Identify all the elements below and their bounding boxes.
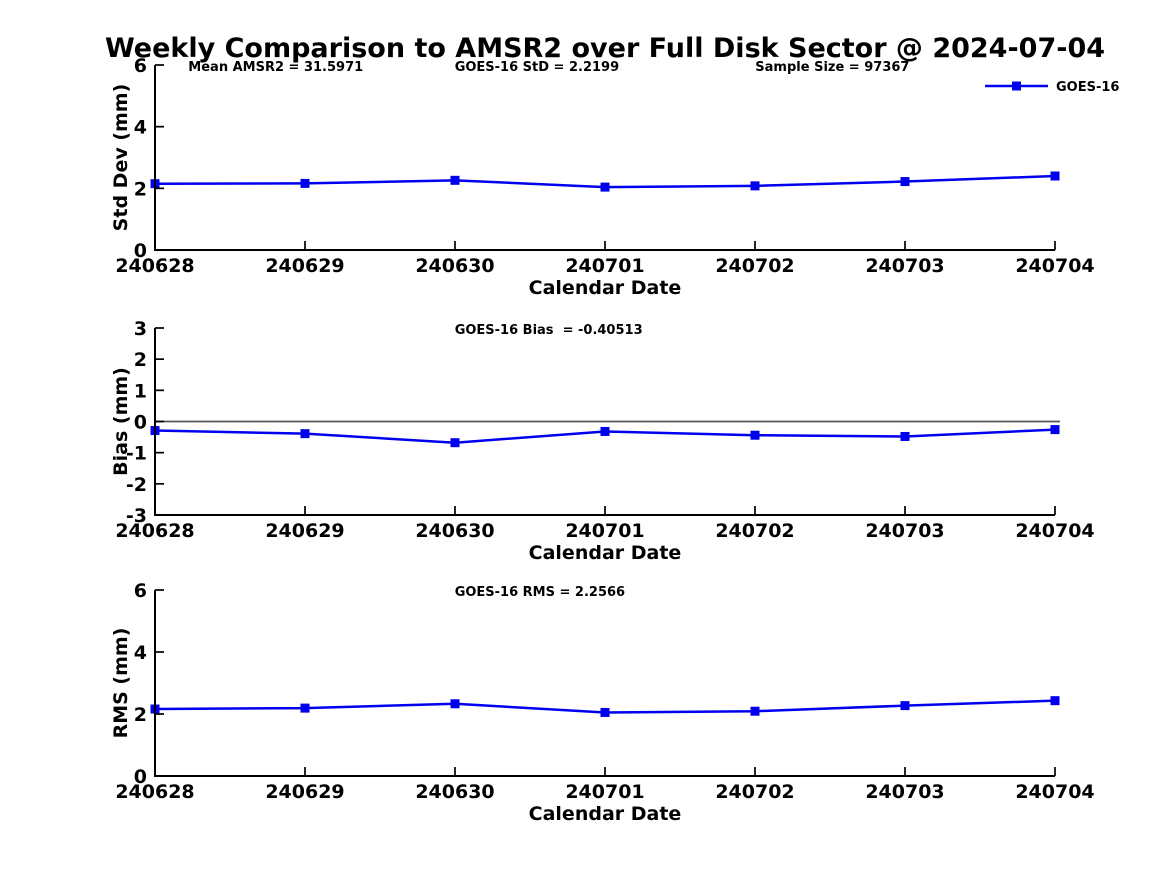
- y-axis-label: Std Dev (mm): [110, 84, 132, 232]
- data-marker: [1050, 696, 1060, 706]
- x-tick-label: 240701: [565, 520, 644, 542]
- stat-annotation: GOES-16 RMS = 2.2566: [455, 585, 625, 600]
- x-tick-label: 240702: [715, 255, 794, 277]
- x-tick-label: 240701: [565, 255, 644, 277]
- data-marker: [450, 438, 460, 448]
- data-marker: [1050, 171, 1060, 181]
- x-tick-label: 240629: [265, 255, 344, 277]
- stat-annotation: Sample Size = 97367: [755, 60, 909, 75]
- x-tick-label: 240704: [1015, 255, 1094, 277]
- y-tick-label: 0: [134, 240, 147, 262]
- subplot-stddev: 0 2 4 6 240628 240629 240630 240701 240702 240703…: [110, 55, 1119, 299]
- data-marker: [450, 175, 460, 185]
- y-tick-label: 3: [134, 318, 147, 340]
- legend-label: GOES-16: [1056, 80, 1119, 95]
- data-marker: [750, 706, 760, 716]
- data-marker: [1050, 425, 1060, 435]
- x-tick-label: 240704: [1015, 781, 1094, 803]
- y-tick-label: 2: [134, 349, 147, 371]
- data-marker: [300, 703, 310, 713]
- y-tick-label: 1: [134, 380, 147, 402]
- data-marker: [750, 181, 760, 191]
- x-tick-label: 240702: [715, 781, 794, 803]
- stat-annotation: Mean AMSR2 = 31.5971: [188, 60, 363, 75]
- x-tick-label: 240629: [265, 520, 344, 542]
- stat-annotation: GOES-16 StD = 2.2199: [455, 60, 619, 75]
- stat-annotation: GOES-16 Bias = -0.40513: [455, 323, 643, 338]
- x-tick-label: 240628: [115, 781, 194, 803]
- y-tick-label: 0: [134, 412, 147, 434]
- data-marker: [600, 707, 610, 717]
- y-axis-label: RMS (mm): [110, 628, 132, 739]
- y-axis-label: Bias (mm): [110, 367, 132, 476]
- x-tick-label: 240704: [1015, 520, 1094, 542]
- x-tick-label: 240703: [865, 781, 944, 803]
- x-tick-label: 240703: [865, 255, 944, 277]
- y-tick-label: 2: [134, 704, 147, 726]
- data-marker: [300, 178, 310, 188]
- y-tick-label: -3: [126, 505, 147, 527]
- x-axis-label: Calendar Date: [529, 277, 682, 299]
- figure-title: Weekly Comparison to AMSR2 over Full Dis…: [104, 33, 1106, 64]
- subplot-rms: 0 2 4 6 240628 240629 240630 240701 240702 240703…: [110, 580, 1095, 825]
- y-tick-label: 4: [134, 117, 147, 139]
- data-marker: [450, 699, 460, 709]
- x-tick-label: 240630: [415, 781, 494, 803]
- legend-marker-icon: [1012, 81, 1021, 91]
- x-tick-label: 240702: [715, 520, 794, 542]
- y-tick-label: 6: [134, 55, 147, 77]
- x-tick-label: 240629: [265, 781, 344, 803]
- y-tick-label: -1: [126, 443, 147, 465]
- y-tick-label: 0: [134, 766, 147, 788]
- x-tick-label: 240703: [865, 520, 944, 542]
- y-tick-label: 2: [134, 178, 147, 200]
- subplot-bias: -3 -2 -1 0 1 2 3 240628 240629 240630 240701 240702…: [110, 318, 1095, 564]
- data-marker: [900, 177, 910, 187]
- y-tick-label: 4: [134, 642, 147, 664]
- x-tick-label: 240701: [565, 781, 644, 803]
- data-marker: [600, 182, 610, 192]
- y-tick-label: 6: [134, 580, 147, 602]
- x-tick-label: 240628: [115, 255, 194, 277]
- data-marker: [900, 701, 910, 711]
- x-axis-label: Calendar Date: [529, 803, 682, 825]
- data-marker: [750, 430, 760, 440]
- x-axis-label: Calendar Date: [529, 542, 682, 564]
- x-tick-label: 240628: [115, 520, 194, 542]
- axis-spines: [154, 65, 1055, 251]
- data-marker: [600, 426, 610, 436]
- x-tick-label: 240630: [415, 520, 494, 542]
- data-marker: [900, 431, 910, 441]
- y-tick-label: -2: [126, 474, 147, 496]
- x-tick-label: 240630: [415, 255, 494, 277]
- data-marker: [300, 429, 310, 439]
- axis-spines: [154, 590, 1055, 777]
